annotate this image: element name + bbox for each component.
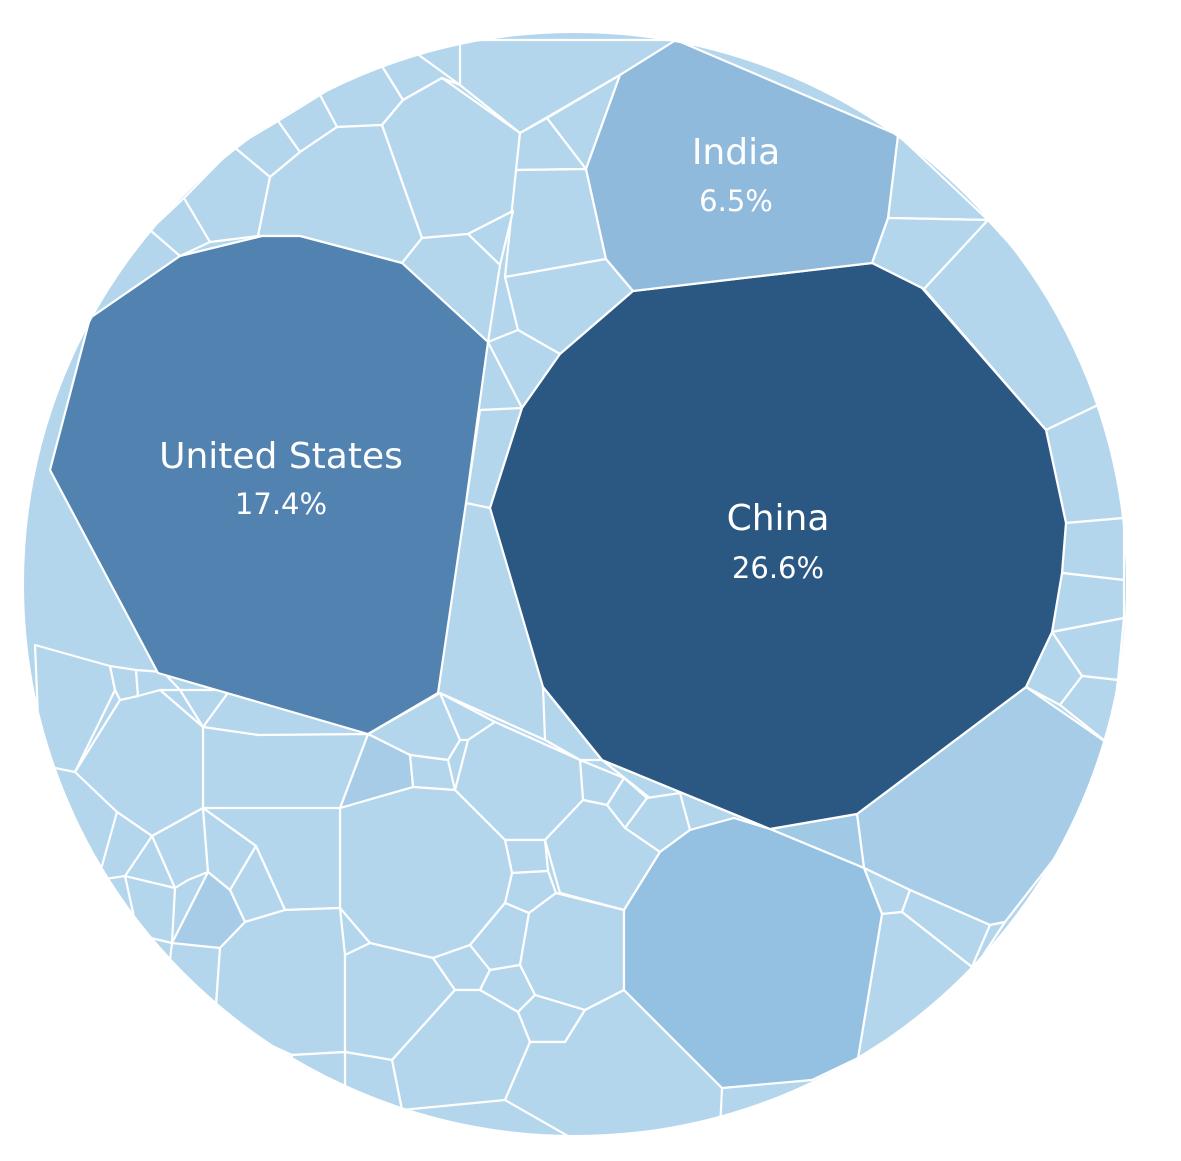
china-name-label: China [727, 498, 830, 539]
cell-unlabeled-53[interactable] [108, 664, 140, 702]
cell-unlabeled-49[interactable] [178, 688, 232, 729]
cell-unlabeled-59[interactable] [123, 874, 177, 945]
cell-unlabeled-71[interactable] [288, 1050, 347, 1100]
india-share-label: 6.5% [699, 184, 773, 218]
cell-unlabeled-66[interactable] [518, 891, 626, 1012]
cell-united-states[interactable] [48, 234, 490, 736]
united-states-name-label: United States [159, 436, 403, 477]
chart-outline [22, 31, 1128, 1137]
cell-unlabeled-41[interactable] [408, 753, 457, 792]
cell-unlabeled-18[interactable] [886, 133, 990, 222]
cell-unlabeled-50[interactable] [201, 725, 370, 810]
cell-unlabeled-56[interactable] [150, 806, 210, 890]
major-cells [48, 38, 1068, 831]
cell-unlabeled-22[interactable] [1060, 516, 1126, 582]
united-states-share-label: 17.4% [235, 487, 327, 521]
cell-india[interactable] [584, 38, 900, 293]
china-share-label: 26.6% [732, 551, 824, 585]
labels-layer: China 26.6% United States 17.4% India 6.… [159, 132, 829, 585]
cell-china[interactable] [488, 261, 1068, 831]
cell-unlabeled-73[interactable] [622, 816, 884, 1090]
india-name-label: India [692, 132, 780, 173]
